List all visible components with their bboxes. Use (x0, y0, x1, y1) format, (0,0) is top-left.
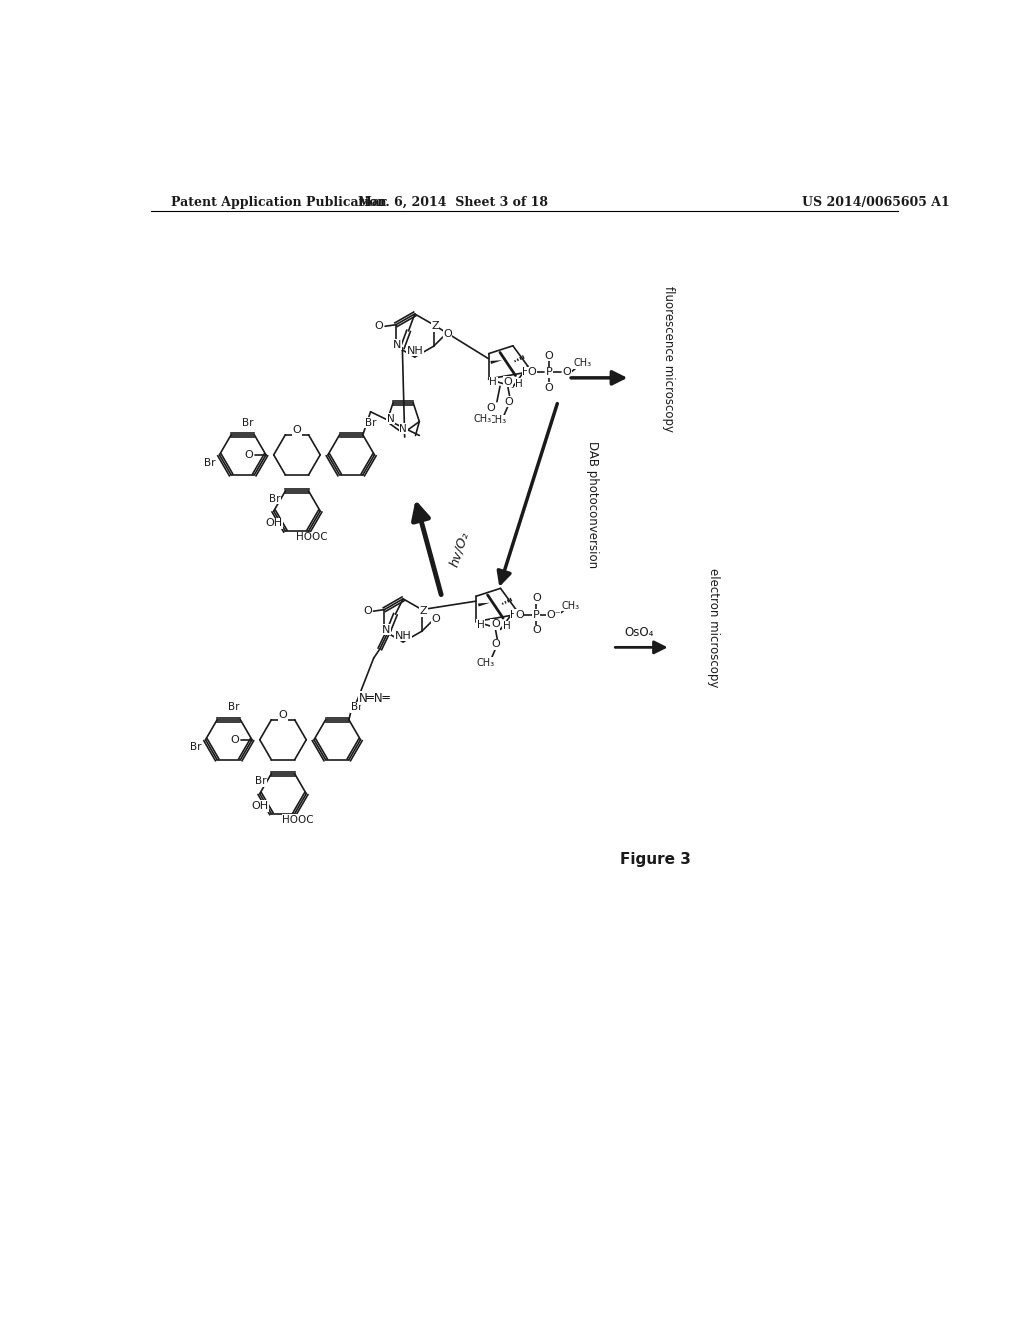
Text: O: O (375, 321, 383, 331)
Text: N: N (387, 413, 394, 424)
Text: H: H (503, 622, 511, 631)
Text: O: O (504, 376, 512, 387)
Polygon shape (490, 360, 503, 364)
Text: O: O (562, 367, 571, 378)
Text: N═N═: N═N═ (358, 692, 390, 705)
Text: N: N (399, 424, 407, 434)
Text: H: H (522, 367, 530, 378)
Text: CH₃: CH₃ (561, 601, 580, 611)
Text: N: N (393, 339, 401, 350)
Text: NH: NH (394, 631, 412, 640)
Text: OH: OH (251, 801, 268, 810)
Text: N: N (382, 624, 390, 635)
Text: O: O (515, 610, 523, 620)
Text: O: O (492, 639, 501, 649)
Text: Br: Br (205, 458, 216, 467)
Text: Br: Br (365, 417, 377, 428)
Text: fluorescence microscopy: fluorescence microscopy (663, 285, 676, 432)
Text: HOOC: HOOC (283, 814, 313, 825)
Text: Z: Z (431, 321, 439, 331)
Text: H: H (515, 379, 523, 388)
Text: O: O (362, 606, 372, 616)
Text: HOOC: HOOC (296, 532, 328, 543)
Text: P: P (534, 610, 540, 620)
Text: CH₃: CH₃ (488, 416, 507, 425)
Text: O: O (527, 367, 537, 378)
Text: O: O (490, 619, 500, 630)
Text: NH: NH (407, 346, 423, 356)
Text: O: O (532, 626, 541, 635)
Text: O: O (293, 425, 301, 436)
Text: US 2014/0065605 A1: US 2014/0065605 A1 (802, 195, 950, 209)
Text: Br: Br (243, 417, 254, 428)
Text: hv/O₂: hv/O₂ (447, 531, 471, 569)
Text: Br: Br (255, 776, 266, 787)
Text: CH₃: CH₃ (474, 413, 492, 424)
Text: Patent Application Publication: Patent Application Publication (171, 195, 386, 209)
Polygon shape (478, 603, 489, 606)
Text: O: O (443, 329, 452, 339)
Text: P: P (546, 367, 552, 378)
Text: O: O (545, 383, 553, 393)
Text: O: O (431, 614, 440, 624)
Text: CH₃: CH₃ (476, 657, 495, 668)
Text: O: O (279, 710, 288, 721)
Text: H: H (489, 378, 498, 387)
Text: O: O (486, 403, 495, 413)
Text: O: O (532, 593, 541, 603)
Text: Br: Br (228, 702, 240, 713)
Text: Figure 3: Figure 3 (620, 851, 690, 867)
Text: O: O (230, 735, 240, 744)
Text: H: H (477, 619, 484, 630)
Text: OsO₄: OsO₄ (625, 626, 654, 639)
Text: O: O (504, 397, 513, 407)
Text: CH₃: CH₃ (573, 358, 592, 368)
Text: DAB photoconversion: DAB photoconversion (587, 441, 599, 569)
Text: Mar. 6, 2014  Sheet 3 of 18: Mar. 6, 2014 Sheet 3 of 18 (358, 195, 549, 209)
Text: OH: OH (265, 519, 283, 528)
Text: electron microscopy: electron microscopy (707, 569, 720, 688)
Text: Br: Br (190, 742, 202, 752)
Text: O: O (545, 351, 553, 360)
Text: O: O (245, 450, 253, 459)
Text: O⁻: O⁻ (546, 610, 561, 620)
Text: Br: Br (268, 494, 281, 504)
Text: Br: Br (351, 702, 362, 713)
Text: H: H (510, 610, 518, 620)
Text: Z: Z (420, 606, 427, 616)
